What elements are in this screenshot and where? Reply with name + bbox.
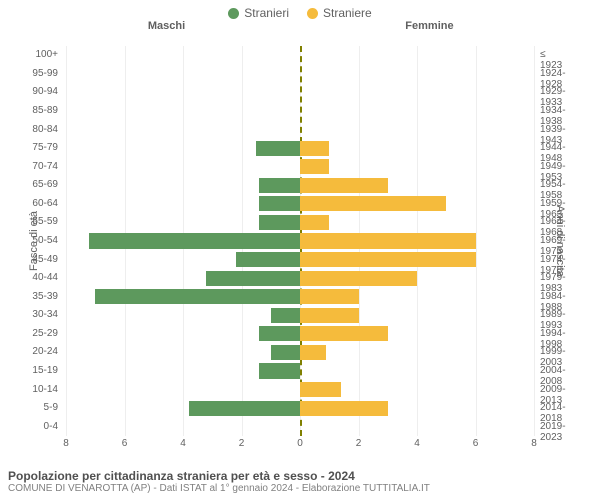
age-label: 10-14 xyxy=(0,384,58,395)
age-label: 40-44 xyxy=(0,272,58,283)
bar-male xyxy=(95,289,300,304)
bar-male xyxy=(259,326,300,341)
bar-female xyxy=(300,233,476,248)
x-tick-label: 2 xyxy=(239,438,245,449)
chart-title: Popolazione per cittadinanza straniera p… xyxy=(8,469,592,483)
legend: Stranieri Straniere xyxy=(0,0,600,20)
bar-male xyxy=(259,196,300,211)
legend-label-female: Straniere xyxy=(323,6,372,20)
bar-female xyxy=(300,382,341,397)
legend-swatch-female xyxy=(307,8,318,19)
gridline xyxy=(534,46,535,436)
pyramid-row xyxy=(66,215,534,230)
bar-male xyxy=(271,345,300,360)
pyramid-row xyxy=(66,289,534,304)
caption: Popolazione per cittadinanza straniera p… xyxy=(8,469,592,494)
pyramid-row xyxy=(66,66,534,81)
age-label: 75-79 xyxy=(0,142,58,153)
pyramid-row xyxy=(66,178,534,193)
age-label: 30-34 xyxy=(0,309,58,320)
legend-label-male: Stranieri xyxy=(244,6,289,20)
pyramid-row xyxy=(66,326,534,341)
legend-swatch-male xyxy=(228,8,239,19)
pyramid-row xyxy=(66,382,534,397)
age-label: 70-74 xyxy=(0,161,58,172)
age-label: 90-94 xyxy=(0,86,58,97)
x-axis: 8 6 4 2 0 2 4 6 8 xyxy=(0,436,600,452)
pyramid-row xyxy=(66,48,534,63)
column-header-left: Maschi xyxy=(148,20,185,32)
bar-female xyxy=(300,178,388,193)
pyramid-row xyxy=(66,419,534,434)
pyramid-row xyxy=(66,308,534,323)
x-tick-label: 6 xyxy=(122,438,128,449)
bar-male xyxy=(259,178,300,193)
age-label: 80-84 xyxy=(0,124,58,135)
pyramid-row xyxy=(66,363,534,378)
age-label: 45-49 xyxy=(0,254,58,265)
bar-male xyxy=(259,363,300,378)
legend-item-female: Straniere xyxy=(307,6,372,20)
pyramid-row xyxy=(66,196,534,211)
bar-female xyxy=(300,215,329,230)
x-tick-label: 6 xyxy=(473,438,479,449)
age-label: 15-19 xyxy=(0,365,58,376)
x-tick-label: 2 xyxy=(356,438,362,449)
x-tick-label: 8 xyxy=(531,438,537,449)
bar-female xyxy=(300,271,417,286)
legend-item-male: Stranieri xyxy=(228,6,289,20)
bar-male xyxy=(189,401,300,416)
age-label: 20-24 xyxy=(0,346,58,357)
pyramid-row xyxy=(66,103,534,118)
age-label: 25-29 xyxy=(0,328,58,339)
bar-female xyxy=(300,141,329,156)
x-tick-label: 4 xyxy=(180,438,186,449)
bar-male xyxy=(236,252,300,267)
bar-female xyxy=(300,326,388,341)
pyramid-row xyxy=(66,122,534,137)
bar-female xyxy=(300,345,326,360)
pyramid-row xyxy=(66,252,534,267)
bar-female xyxy=(300,252,476,267)
pyramid-row xyxy=(66,401,534,416)
pyramid-row xyxy=(66,271,534,286)
bar-male xyxy=(89,233,300,248)
pyramid-row xyxy=(66,233,534,248)
bar-male xyxy=(271,308,300,323)
age-label: 65-69 xyxy=(0,179,58,190)
age-label: 100+ xyxy=(0,49,58,60)
age-label: 50-54 xyxy=(0,235,58,246)
bar-female xyxy=(300,159,329,174)
bar-female xyxy=(300,196,446,211)
bar-female xyxy=(300,308,359,323)
bar-male xyxy=(259,215,300,230)
chart-subtitle: COMUNE DI VENAROTTA (AP) - Dati ISTAT al… xyxy=(8,483,592,494)
column-headers: Maschi Femmine xyxy=(0,20,600,36)
bar-female xyxy=(300,401,388,416)
x-tick-label: 0 xyxy=(297,438,303,449)
pyramid-row xyxy=(66,85,534,100)
y-labels-left: 100+ 95-99 90-94 85-89 80-84 75-79 70-74 65-69 6… xyxy=(0,46,58,436)
age-label: 35-39 xyxy=(0,291,58,302)
x-tick-label: 4 xyxy=(414,438,420,449)
pyramid-row xyxy=(66,159,534,174)
pyramid-row xyxy=(66,141,534,156)
x-tick-label: 8 xyxy=(63,438,69,449)
age-label: 95-99 xyxy=(0,68,58,79)
bar-female xyxy=(300,289,359,304)
age-label: 55-59 xyxy=(0,216,58,227)
age-label: 85-89 xyxy=(0,105,58,116)
age-label: 60-64 xyxy=(0,198,58,209)
bar-male xyxy=(256,141,300,156)
plot-area xyxy=(66,46,534,436)
age-label: 5-9 xyxy=(0,402,58,413)
pyramid-row xyxy=(66,345,534,360)
pyramid-chart: Fasce di età Anni di nascita 100+95-9990… xyxy=(0,46,600,436)
column-header-right: Femmine xyxy=(405,20,453,32)
age-label: 0-4 xyxy=(0,421,58,432)
bar-male xyxy=(206,271,300,286)
